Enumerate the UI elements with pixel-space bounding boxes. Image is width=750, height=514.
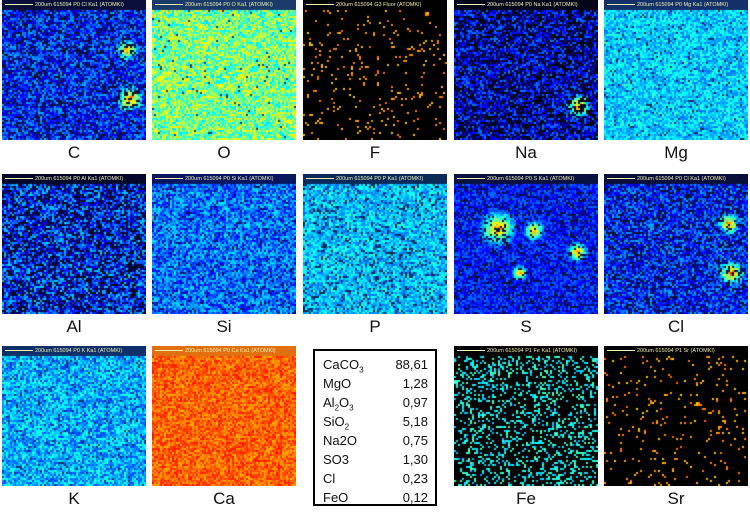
elemental-map: 200um 615094 G3 Fluor (ATOMKI) bbox=[303, 0, 447, 140]
element-label: Si bbox=[216, 317, 232, 336]
elemental-map: 200um 615094 P0 Si Ka1 (ATOMKI) bbox=[152, 174, 296, 314]
map-panel: 200um 615094 P0 P Ka1 (ATOMKI) P bbox=[303, 174, 447, 336]
composition-row: Cl 0,23 bbox=[323, 469, 428, 489]
compound-name: Cl bbox=[323, 471, 336, 486]
element-label: Mg bbox=[664, 143, 688, 162]
compound-name: SO3 bbox=[323, 452, 350, 467]
map-panel: 200um 615094 P0 Cl Ka1 (ATOMKI) C bbox=[2, 0, 146, 162]
compound-value: 1,30 bbox=[402, 452, 428, 467]
elemental-map: 200um 615094 P0 O Ka1 (ATOMKI) bbox=[152, 0, 296, 140]
element-label: P bbox=[369, 317, 381, 336]
elemental-map: 200um 615094 P0 K Ka1 (ATOMKI) bbox=[2, 346, 146, 486]
compound-value: 88,61 bbox=[395, 357, 428, 372]
compound-value: 5,18 bbox=[402, 414, 428, 429]
compound-value: 0,97 bbox=[402, 395, 428, 410]
composition-table: CaCO3 88,61 MgO 1,28 Al2O3 0,97 SiO2 5,18 Na… bbox=[313, 349, 437, 506]
element-label: F bbox=[369, 143, 381, 162]
map-panel: 200um 615094 G3 Fluor (ATOMKI) F bbox=[303, 0, 447, 162]
elemental-map: 200um 615094 P0 P Ka1 (ATOMKI) bbox=[303, 174, 447, 314]
element-label: Cl bbox=[667, 317, 685, 336]
composition-row: Al2O3 0,97 bbox=[323, 393, 428, 413]
compound-value: 1,28 bbox=[402, 376, 428, 391]
composition-row: SiO2 5,18 bbox=[323, 412, 428, 432]
map-panel: 200um 615094 P0 S Ka1 (ATOMKI) S bbox=[454, 174, 598, 336]
map-panel: 200um 615094 P1 Fe Ka1 (ATOMKI) Fe bbox=[454, 346, 598, 508]
composition-row: Na2O 0,75 bbox=[323, 431, 428, 451]
composition-row: FeO 0,12 bbox=[323, 488, 428, 508]
map-panel: 200um 615094 P0 Si Ka1 (ATOMKI) Si bbox=[152, 174, 296, 336]
composition-row: CaCO3 88,61 bbox=[323, 355, 428, 375]
elemental-map: 200um 615094 P0 Ca Ka1 (ATOMKI) bbox=[152, 346, 296, 486]
element-label: S bbox=[520, 317, 532, 336]
element-label: K bbox=[68, 489, 80, 508]
composition-row: SO3 1,30 bbox=[323, 450, 428, 470]
elemental-map: 200um 615094 P1 Fe Ka1 (ATOMKI) bbox=[454, 346, 598, 486]
elemental-map: 200um 615094 P0 Na Ka1 (ATOMKI) bbox=[454, 0, 598, 140]
elemental-map: 200um 615094 P1 Sr (ATOMKI) bbox=[604, 346, 748, 486]
compound-name: CaCO3 bbox=[323, 357, 364, 375]
elemental-map: 200um 615094 P0 Cl Ka1 (ATOMKI) bbox=[2, 0, 146, 140]
map-panel: 200um 615094 P0 Al Ka1 (ATOMKI) Al bbox=[2, 174, 146, 336]
compound-name: SiO2 bbox=[323, 414, 350, 432]
element-label: Sr bbox=[667, 489, 685, 508]
element-label: Fe bbox=[516, 489, 536, 508]
map-panel: 200um 615094 P0 Ca Ka1 (ATOMKI) Ca bbox=[152, 346, 296, 508]
compound-value: 0,12 bbox=[402, 490, 428, 505]
element-label: O bbox=[217, 143, 231, 162]
elemental-map: 200um 615094 P0 S Ka1 (ATOMKI) bbox=[454, 174, 598, 314]
map-panel: 200um 615094 P0 Cl Ka1 (ATOMKI) Cl bbox=[604, 174, 748, 336]
element-label: C bbox=[67, 143, 81, 162]
map-panel: 200um 615094 P0 Na Ka1 (ATOMKI) Na bbox=[454, 0, 598, 162]
map-panel: 200um 615094 P0 Mg Ka1 (ATOMKI) Mg bbox=[604, 0, 748, 162]
element-label: Ca bbox=[213, 489, 235, 508]
map-panel: 200um 615094 P1 Sr (ATOMKI) Sr bbox=[604, 346, 748, 508]
compound-name: FeO bbox=[323, 490, 349, 505]
compound-value: 0,75 bbox=[402, 433, 428, 448]
compound-name: Al2O3 bbox=[323, 395, 354, 413]
compound-name: MgO bbox=[323, 376, 352, 391]
elemental-map: 200um 615094 P0 Al Ka1 (ATOMKI) bbox=[2, 174, 146, 314]
compound-value: 0,23 bbox=[402, 471, 428, 486]
compound-name: Na2O bbox=[323, 433, 357, 448]
element-label: Al bbox=[66, 317, 82, 336]
composition-row: MgO 1,28 bbox=[323, 374, 428, 394]
elemental-map: 200um 615094 P0 Mg Ka1 (ATOMKI) bbox=[604, 0, 748, 140]
element-label: Na bbox=[515, 143, 537, 162]
elemental-map: 200um 615094 P0 Cl Ka1 (ATOMKI) bbox=[604, 174, 748, 314]
map-panel: 200um 615094 P0 O Ka1 (ATOMKI) O bbox=[152, 0, 296, 162]
map-panel: 200um 615094 P0 K Ka1 (ATOMKI) K bbox=[2, 346, 146, 508]
